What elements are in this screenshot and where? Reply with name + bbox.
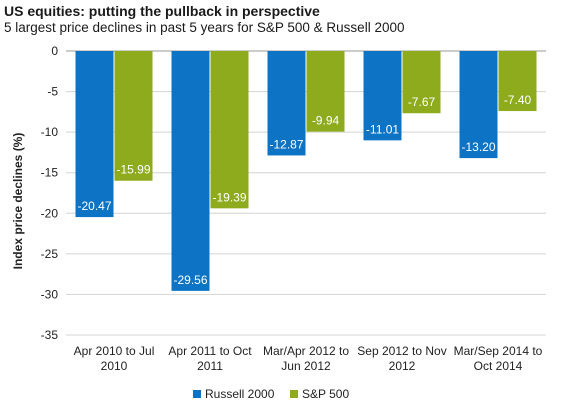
legend-swatch	[290, 390, 298, 398]
bar-sp-500	[210, 51, 249, 209]
bar-sp-500	[402, 51, 441, 114]
chart-title: US equities: putting the pullback in per…	[4, 3, 320, 19]
x-category-label: Sep 2012 to Nov	[357, 344, 446, 358]
x-category-label: 2010	[101, 359, 128, 373]
data-label: -12.87	[269, 137, 303, 151]
data-label: -7.40	[504, 93, 532, 107]
x-category-label: 2011	[197, 359, 223, 373]
x-category-label: 2012	[389, 359, 416, 373]
data-label: -19.39	[212, 190, 246, 204]
data-label: -13.20	[461, 140, 495, 154]
bar-russell-2000	[459, 51, 498, 159]
data-label: -9.94	[312, 114, 340, 128]
bar-russell-2000	[267, 51, 306, 156]
x-category-label: Apr 2010 to Jul	[74, 344, 155, 358]
y-axis-ticks: 0 -5 -10 -15 -20 -25 -30 -35	[41, 44, 59, 342]
y-tick-label: -25	[41, 247, 59, 261]
x-category-label: Jun 2012	[281, 359, 331, 373]
data-label: -7.67	[408, 95, 436, 109]
bars	[75, 51, 537, 291]
data-labels: -20.47 -15.99 -29.56 -19.39 -12.87 -9.94 -11.0…	[77, 93, 531, 287]
y-tick-label: -15	[41, 166, 59, 180]
legend-swatch	[193, 390, 201, 398]
data-label: -15.99	[116, 163, 150, 177]
y-tick-label: 0	[51, 44, 58, 58]
legend: Russell 2000 S&P 500	[193, 387, 349, 401]
y-axis-label: Index price declines (%)	[11, 133, 25, 270]
x-category-label: Oct 2014	[474, 359, 523, 373]
y-tick-label: -5	[47, 85, 58, 99]
legend-label: S&P 500	[302, 387, 349, 401]
bar-russell-2000	[363, 51, 402, 141]
y-tick-label: -35	[41, 328, 59, 342]
data-label: -11.01	[366, 122, 399, 136]
y-tick-label: -30	[41, 287, 59, 301]
bar-sp-500	[306, 51, 345, 132]
chart-subtitle: 5 largest price declines in past 5 years…	[4, 20, 405, 35]
bar-russell-2000	[171, 51, 210, 291]
x-category-label: Mar/Apr 2012 to	[263, 344, 349, 358]
x-category-label: Mar/Sep 2014 to	[454, 344, 543, 358]
y-tick-label: -10	[41, 125, 59, 139]
bar-russell-2000	[75, 51, 114, 218]
bar-sp-500	[498, 51, 537, 112]
bar-sp-500	[114, 51, 153, 181]
data-label: -29.56	[173, 273, 207, 287]
x-category-label: Apr 2011 to Oct	[168, 344, 252, 358]
y-tick-label: -20	[41, 206, 59, 220]
data-label: -20.47	[77, 199, 111, 213]
legend-label: Russell 2000	[205, 387, 275, 401]
